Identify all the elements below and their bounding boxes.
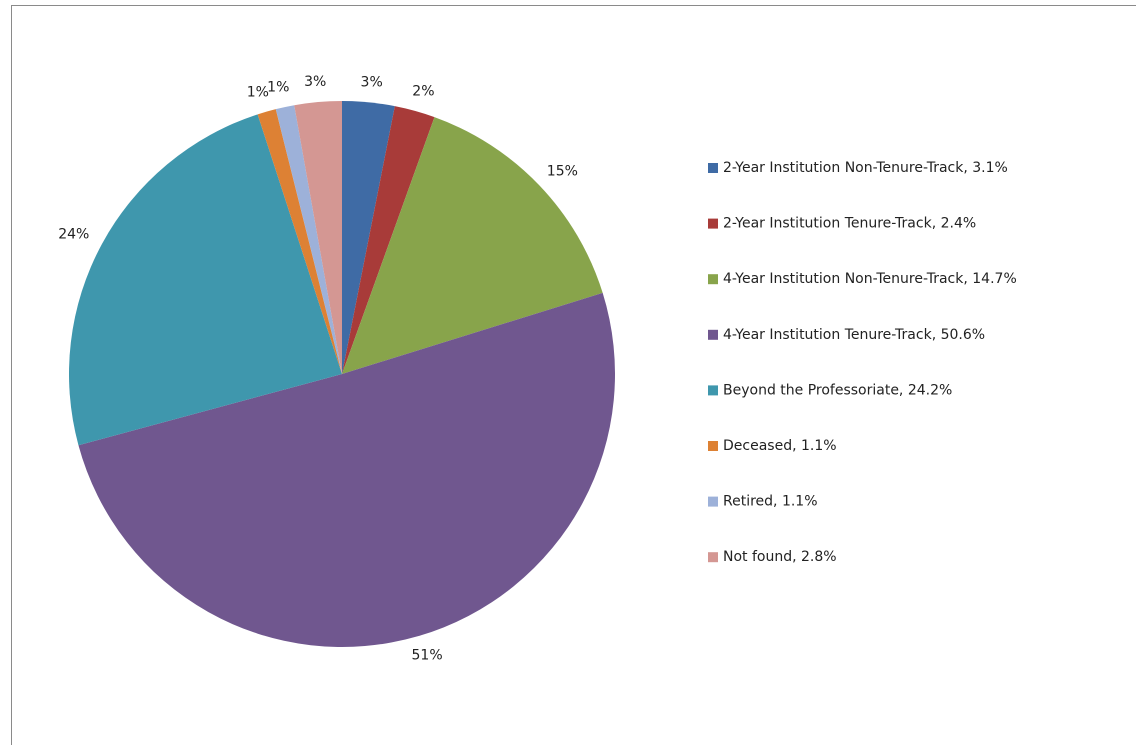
legend-swatch [708, 163, 718, 173]
data-label: 1% [267, 79, 289, 95]
legend-swatch [708, 441, 718, 451]
legend-swatch [708, 497, 718, 507]
legend-label: Deceased, 1.1% [723, 438, 837, 454]
legend-label: 2-Year Institution Non-Tenure-Track, 3.1… [723, 160, 1008, 176]
legend-label: Not found, 2.8% [723, 549, 837, 565]
legend-swatch [708, 385, 718, 395]
data-label: 2% [412, 84, 434, 100]
legend-label: Beyond the Professoriate, 24.2% [723, 382, 952, 398]
data-label: 24% [58, 226, 89, 242]
data-label: 3% [304, 74, 326, 90]
legend-label: 2-Year Institution Tenure-Track, 2.4% [723, 216, 976, 232]
legend-swatch [708, 552, 718, 562]
legend-swatch [708, 219, 718, 229]
legend-swatch [708, 330, 718, 340]
data-label: 15% [547, 163, 578, 179]
data-label: 1% [247, 84, 269, 100]
legend-swatch [708, 274, 718, 284]
legend-label: Retired, 1.1% [723, 494, 818, 510]
legend-label: 4-Year Institution Tenure-Track, 50.6% [723, 327, 985, 343]
legend-label: 4-Year Institution Non-Tenure-Track, 14.… [723, 271, 1017, 287]
data-label: 3% [361, 74, 383, 90]
data-label: 51% [412, 647, 443, 663]
